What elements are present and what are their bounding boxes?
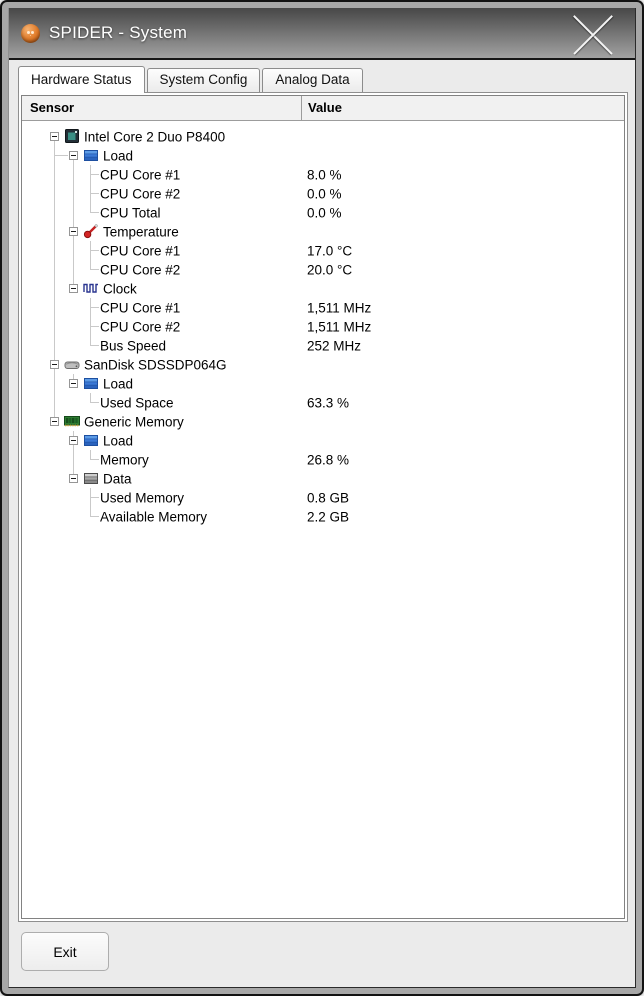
load-icon [83,432,99,448]
expand-toggle-icon[interactable] [50,360,59,369]
expand-toggle-icon[interactable] [69,284,78,293]
tree-row-sensor[interactable]: CPU Total 0.0 % [22,203,624,222]
tree-row-category[interactable]: Temperature [22,222,624,241]
window-title: SPIDER - System [49,23,188,42]
tree-item-label: Available Memory [100,509,208,524]
tree-item-value: 20.0 °C [307,262,353,277]
tree-item-value: 26.8 % [307,452,350,467]
tree-item-label: Load [103,148,134,163]
expand-toggle-icon[interactable] [69,436,78,445]
tree-item-label: CPU Core #1 [100,167,181,182]
tree-row-sensor[interactable]: Used Memory 0.8 GB [22,488,624,507]
tree-row-category[interactable]: Clock [22,279,624,298]
tree-item-label: Load [103,376,134,391]
tree-item-value: 63.3 % [307,395,350,410]
column-divider[interactable] [301,96,302,120]
tree-row-sensor[interactable]: CPU Core #2 20.0 °C [22,260,624,279]
hdd-icon [64,356,80,372]
tree-row-sensor[interactable]: Available Memory 2.2 GB [22,507,624,526]
tab-system-config[interactable]: System Config [146,68,261,92]
load-icon [83,147,99,163]
tree-row-category[interactable]: Load [22,146,624,165]
tree-row-category[interactable]: Load [22,431,624,450]
exit-button[interactable]: Exit [21,932,109,971]
tree-row-sensor[interactable]: Bus Speed 252 MHz [22,336,624,355]
sensor-list-view[interactable]: Sensor Value Intel Core 2 Duo P840 [21,95,625,919]
tree-item-label: Used Space [100,395,174,410]
cpu-icon [64,128,80,144]
tree-item-label: SanDisk SDSSDP064G [84,357,227,372]
tree-item-label: CPU Core #2 [100,262,181,277]
tree-row-device[interactable]: Intel Core 2 Duo P8400 [22,127,624,146]
tree-row-category[interactable]: Data [22,469,624,488]
tree-item-value: 8.0 % [307,167,342,182]
list-header: Sensor Value [22,96,624,121]
sensor-tree: Intel Core 2 Duo P8400 L [22,121,624,526]
column-header-sensor[interactable]: Sensor [30,100,75,115]
tree-row-device[interactable]: Generic Memory [22,412,624,431]
tree-item-value: 17.0 °C [307,243,353,258]
tree-item-label: CPU Total [100,205,161,220]
tree-item-label: Generic Memory [84,414,184,429]
tab-hardware-status[interactable]: Hardware Status [18,66,145,93]
tree-item-label: Load [103,433,134,448]
expand-toggle-icon[interactable] [50,132,59,141]
tree-item-label: Data [103,471,132,486]
tree-item-label: Intel Core 2 Duo P8400 [84,129,226,144]
tree-item-value: 0.8 GB [307,490,350,505]
tree-item-label: Clock [103,281,137,296]
tree-item-value: 2.2 GB [307,509,350,524]
tree-row-category[interactable]: Load [22,374,624,393]
tree-row-sensor[interactable]: Used Space 63.3 % [22,393,624,412]
tree-item-label: CPU Core #1 [100,243,181,258]
expand-toggle-icon[interactable] [69,151,78,160]
tree-item-label: CPU Core #1 [100,300,181,315]
tree-item-value: 252 MHz [307,338,362,353]
tree-row-sensor[interactable]: CPU Core #1 1,511 MHz [22,298,624,317]
close-button[interactable] [573,15,613,55]
tree-row-sensor[interactable]: Memory 26.8 % [22,450,624,469]
tree-row-sensor[interactable]: CPU Core #2 1,511 MHz [22,317,624,336]
tree-row-sensor[interactable]: CPU Core #1 8.0 % [22,165,624,184]
tree-row-sensor[interactable]: CPU Core #1 17.0 °C [22,241,624,260]
tab-analog-data[interactable]: Analog Data [262,68,363,92]
tree-item-label: Memory [100,452,149,467]
ram-icon [64,413,80,429]
tab-page-hardware-status: Sensor Value Intel Core 2 Duo P840 [18,92,628,922]
tree-item-value: 1,511 MHz [307,319,372,334]
data-icon [83,470,99,486]
title-bar[interactable]: SPIDER - System [9,8,635,60]
tree-item-label: CPU Core #2 [100,186,181,201]
tree-item-label: Temperature [103,224,179,239]
tree-item-label: CPU Core #2 [100,319,181,334]
tree-item-label: Used Memory [100,490,185,505]
tree-item-value: 1,511 MHz [307,300,372,315]
dialog-client-area: Hardware Status System Config Analog Dat… [9,60,635,987]
tab-strip: Hardware Status System Config Analog Dat… [18,66,365,93]
window-frame: SPIDER - System Hardware Status System C… [8,8,636,988]
expand-toggle-icon[interactable] [69,227,78,236]
column-header-value[interactable]: Value [308,100,342,115]
clock-icon [83,280,99,296]
expand-toggle-icon[interactable] [69,474,78,483]
temperature-icon [83,223,99,239]
tree-row-sensor[interactable]: CPU Core #2 0.0 % [22,184,624,203]
tree-item-value: 0.0 % [307,186,342,201]
load-icon [83,375,99,391]
spider-ball-icon [21,23,40,43]
tree-row-device[interactable]: SanDisk SDSSDP064G [22,355,624,374]
expand-toggle-icon[interactable] [69,379,78,388]
expand-toggle-icon[interactable] [50,417,59,426]
tree-item-label: Bus Speed [100,338,167,353]
tree-item-value: 0.0 % [307,205,342,220]
